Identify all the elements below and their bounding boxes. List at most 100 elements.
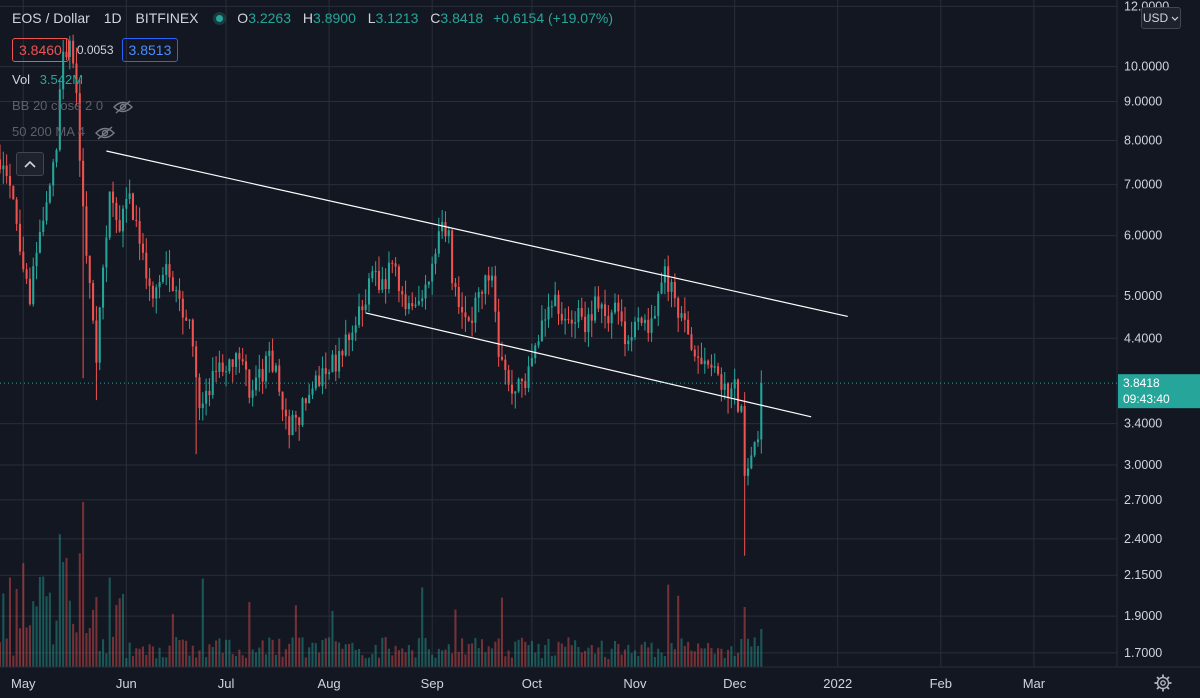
eye-off-icon[interactable] <box>94 126 115 140</box>
candle[interactable] <box>717 362 720 377</box>
candle[interactable] <box>85 191 88 264</box>
candle[interactable] <box>268 341 271 373</box>
candle[interactable] <box>32 257 35 307</box>
candle[interactable] <box>75 47 78 106</box>
candle[interactable] <box>570 310 573 338</box>
candle[interactable] <box>487 266 490 295</box>
candle[interactable] <box>441 210 444 239</box>
candle[interactable] <box>653 306 656 319</box>
candle[interactable] <box>723 372 726 400</box>
candle[interactable] <box>660 272 663 295</box>
candle[interactable] <box>617 294 620 325</box>
candle[interactable] <box>534 342 537 364</box>
interval[interactable]: 1D <box>103 10 122 26</box>
candle[interactable] <box>477 287 480 313</box>
candle[interactable] <box>454 277 457 297</box>
candle[interactable] <box>261 358 264 394</box>
candle[interactable] <box>667 255 670 302</box>
candle[interactable] <box>125 187 128 223</box>
sell-button[interactable]: 3.8460 <box>12 38 69 62</box>
candle[interactable] <box>235 351 238 375</box>
candle[interactable] <box>354 316 357 342</box>
candle[interactable] <box>437 217 440 258</box>
candle[interactable] <box>291 410 294 436</box>
candle[interactable] <box>348 332 351 356</box>
candle[interactable] <box>753 441 756 458</box>
candle[interactable] <box>497 298 500 367</box>
candle[interactable] <box>151 281 154 308</box>
candle[interactable] <box>427 281 430 289</box>
candle[interactable] <box>387 251 390 294</box>
indicator-legend-bb[interactable]: BB 20 close 2 0 <box>12 98 133 114</box>
candle[interactable] <box>221 354 224 377</box>
candle[interactable] <box>510 369 513 405</box>
candle[interactable] <box>244 354 248 387</box>
candle[interactable] <box>158 274 161 299</box>
candle[interactable] <box>321 356 324 395</box>
candle[interactable] <box>314 370 317 391</box>
candle[interactable] <box>304 397 307 411</box>
candle[interactable] <box>384 268 387 304</box>
candle[interactable] <box>394 257 397 277</box>
candle[interactable] <box>155 284 158 314</box>
candle[interactable] <box>736 378 740 414</box>
candle[interactable] <box>517 377 520 393</box>
candle[interactable] <box>590 300 593 337</box>
candle[interactable] <box>657 291 660 327</box>
candle[interactable] <box>15 197 18 231</box>
candle[interactable] <box>374 261 377 287</box>
candle[interactable] <box>377 256 381 294</box>
candle[interactable] <box>507 364 510 392</box>
candle[interactable] <box>361 299 364 327</box>
candle[interactable] <box>294 410 297 432</box>
candle[interactable] <box>447 226 450 244</box>
candle[interactable] <box>324 352 327 389</box>
candle[interactable] <box>550 300 553 318</box>
candle[interactable] <box>274 362 277 374</box>
candle[interactable] <box>191 318 194 357</box>
candle[interactable] <box>298 416 301 441</box>
candle[interactable] <box>115 197 118 234</box>
candle[interactable] <box>92 279 95 324</box>
gear-icon[interactable] <box>1154 674 1172 692</box>
candle[interactable] <box>381 266 384 293</box>
candle[interactable] <box>281 391 284 422</box>
candle[interactable] <box>62 39 65 100</box>
candle[interactable] <box>231 359 234 383</box>
candle[interactable] <box>580 297 583 321</box>
candle[interactable] <box>700 342 703 365</box>
candle[interactable] <box>251 379 254 407</box>
candle[interactable] <box>65 38 68 61</box>
candle[interactable] <box>334 345 337 382</box>
candle[interactable] <box>464 296 467 332</box>
candle[interactable] <box>690 327 693 352</box>
candle[interactable] <box>108 191 111 241</box>
candle[interactable] <box>171 270 174 292</box>
candle[interactable] <box>38 219 41 254</box>
candle[interactable] <box>165 251 168 286</box>
buy-button[interactable]: 3.8513 <box>121 38 179 62</box>
candle[interactable] <box>195 340 198 455</box>
candle[interactable] <box>28 267 31 306</box>
candle[interactable] <box>98 306 101 371</box>
candle[interactable] <box>35 242 38 280</box>
candle[interactable] <box>318 365 321 388</box>
candle[interactable] <box>474 292 477 333</box>
candle[interactable] <box>45 190 48 225</box>
candle[interactable] <box>211 357 214 399</box>
candle[interactable] <box>537 334 540 349</box>
candle[interactable] <box>467 315 470 323</box>
candle[interactable] <box>344 319 347 357</box>
candle[interactable] <box>138 207 141 261</box>
candle[interactable] <box>301 396 304 428</box>
candle[interactable] <box>68 35 71 70</box>
trendlines[interactable] <box>106 150 848 418</box>
candle[interactable] <box>264 351 267 389</box>
candle[interactable] <box>707 359 710 369</box>
candle[interactable] <box>703 347 706 374</box>
candle[interactable] <box>740 404 743 414</box>
candle[interactable] <box>461 292 464 329</box>
candle[interactable] <box>520 377 523 398</box>
candle[interactable] <box>404 280 407 316</box>
candle[interactable] <box>58 79 61 152</box>
